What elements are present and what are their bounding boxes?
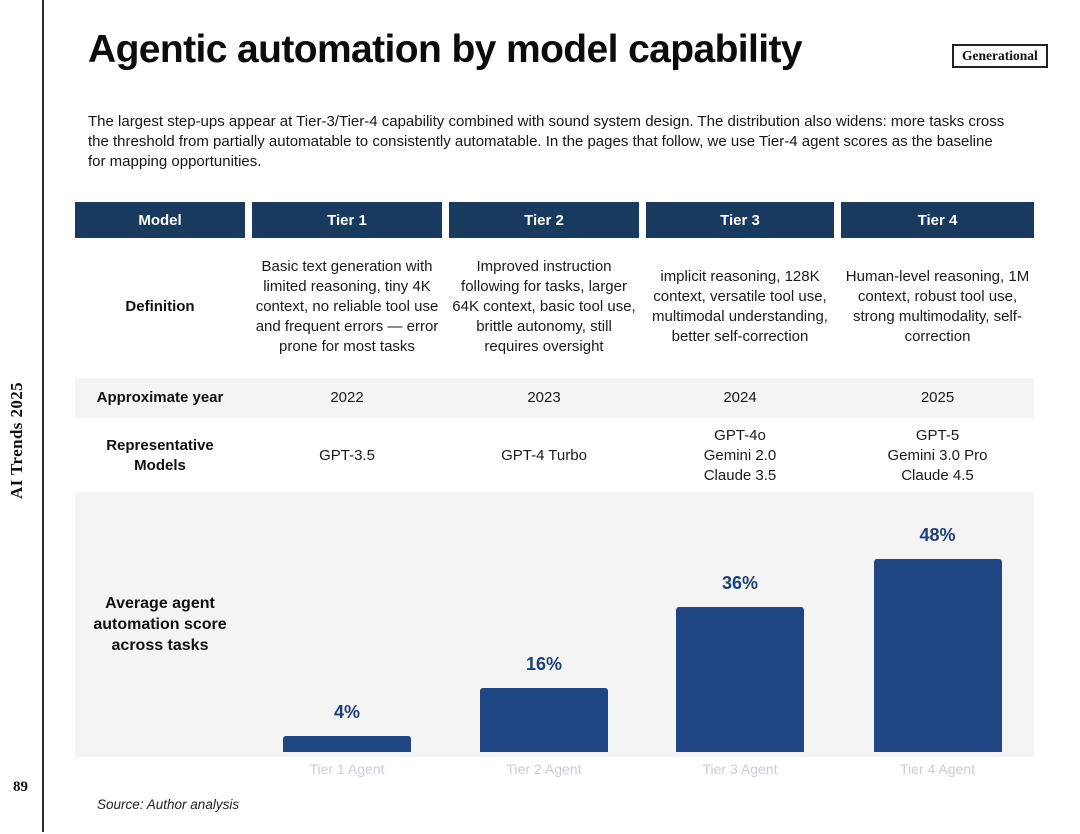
column-header-tier1: Tier 1 [252,202,442,238]
table-row-definition: Definition Basic text generation with li… [75,238,1034,376]
category-label-spacer [75,758,245,777]
page-number: 89 [13,779,28,795]
bar [873,559,1002,752]
models-tier2: GPT-4 Turbo [501,447,587,464]
bar-group-tier-4-agent: 48% [841,492,1034,757]
source-note: Source: Author analysis [97,797,240,812]
book-title-vertical: AI Trends 2025 [7,381,26,499]
bar-value-label: 16% [525,654,563,674]
bar-group-tier-1-agent: 4% [252,492,442,757]
bar [480,688,608,752]
row-label-year: Approximate year [96,389,224,406]
table-row-models: Representative Models GPT-3.5 GPT-4 Turb… [75,419,1034,493]
page-left-rule [42,0,44,832]
bar [283,736,411,752]
category-label: Tier 4 Agent [900,761,975,777]
models-tier1: GPT-3.5 [319,447,375,464]
row-label-models: Representative Models [106,437,214,474]
column-header-model: Model [75,202,245,238]
models-tier3: GPT-4o Gemini 2.0 Claude 3.5 [703,427,777,484]
category-label: Tier 1 Agent [309,761,385,777]
page-title: Agentic automation by model capability [88,28,803,71]
year-tier4: 2025 [920,389,955,406]
column-header-tier3: Tier 3 [646,202,834,238]
definition-tier2: Improved instruction following for tasks… [452,258,636,355]
bar-value-label: 36% [721,573,759,593]
category-label: Tier 3 Agent [702,761,778,777]
year-tier1: 2022 [330,389,364,406]
category-label: Tier 2 Agent [506,761,582,777]
generational-badge: Generational [952,44,1048,68]
bar-chart: Average agent automation score across ta… [75,492,1034,757]
year-tier3: 2024 [723,389,757,406]
column-header-tier4: Tier 4 [841,202,1034,238]
column-header-tier2: Tier 2 [449,202,639,238]
definition-tier4: Human-level reasoning, 1M context, robus… [845,268,1030,345]
definition-tier3: implicit reasoning, 128K context, versat… [652,268,828,345]
bar-value-label: 48% [919,525,956,545]
bar [676,607,804,752]
bar-group-tier-2-agent: 16% [449,492,639,757]
bar-value-label: 4% [333,702,360,722]
table-row-year: Approximate year 2022 2023 2024 2025 [75,378,1034,418]
chart-category-labels: Tier 1 Agent Tier 2 Agent Tier 3 Agent Tier… [75,758,1034,777]
intro-paragraph: The largest step-ups appear at Tier-3/Ti… [88,113,1005,170]
table-header-row: Model Tier 1 Tier 2 Tier 3 Tier 4 [75,202,1034,238]
row-label-definition: Definition [125,298,195,315]
year-tier2: 2023 [527,389,561,406]
models-tier4: GPT-5 Gemini 3.0 Pro Claude 4.5 [887,427,988,484]
chart-title: Average agent automation score across ta… [93,595,227,654]
definition-tier1: Basic text generation with limited reaso… [255,258,439,355]
capability-table: Model Tier 1 Tier 2 Tier 3 Tier 4 Defini… [75,202,1034,493]
bar-group-tier-3-agent: 36% [646,492,834,757]
